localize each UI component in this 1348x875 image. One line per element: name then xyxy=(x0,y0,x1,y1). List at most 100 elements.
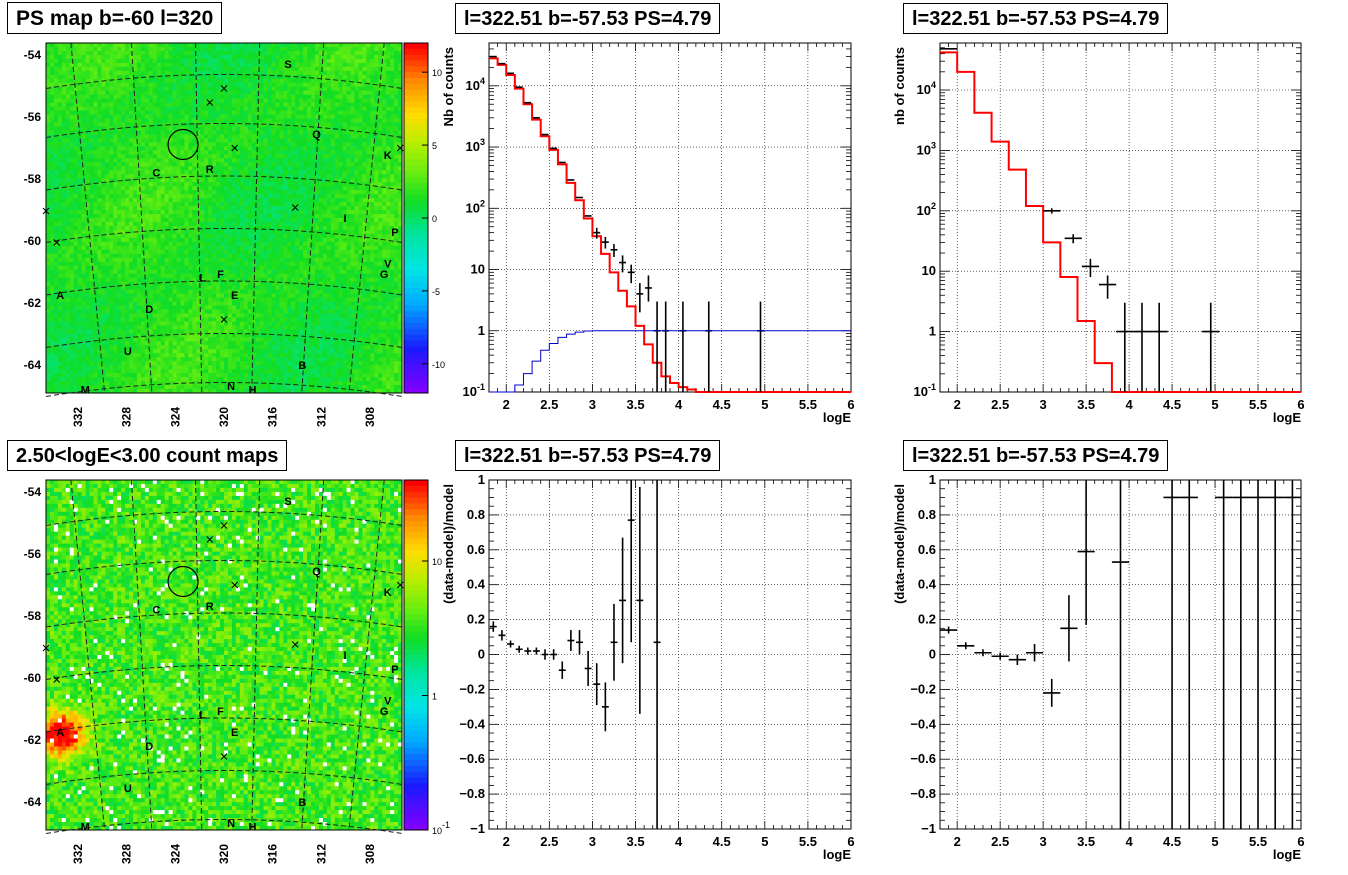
map-pixel xyxy=(93,186,98,191)
map-pixel xyxy=(267,46,272,52)
map-pixel xyxy=(283,102,288,108)
map-pixel xyxy=(89,94,94,100)
map-pixel xyxy=(196,62,201,68)
map-pixel xyxy=(172,98,177,104)
map-pixel xyxy=(311,54,316,60)
map-pixel xyxy=(184,174,189,179)
map-pixel xyxy=(259,186,264,191)
map-pixel xyxy=(192,245,197,251)
map-pixel xyxy=(53,98,59,104)
map-pixel xyxy=(224,261,229,267)
map-pixel xyxy=(338,178,344,183)
map-pixel xyxy=(168,46,173,52)
map-pixel xyxy=(299,146,304,151)
map-pixel xyxy=(113,78,118,84)
map-pixel xyxy=(188,66,193,72)
map-pixel xyxy=(136,154,142,159)
map-pixel xyxy=(350,210,355,215)
map-pixel xyxy=(168,62,173,68)
map-pixel xyxy=(247,170,253,175)
map-pixel xyxy=(216,138,221,143)
map-pixel xyxy=(275,218,280,223)
map-pixel xyxy=(200,233,205,239)
map-pixel xyxy=(105,78,110,84)
map-pixel xyxy=(204,253,209,259)
map-pixel xyxy=(326,102,332,108)
map-pixel xyxy=(77,202,82,207)
map-pixel xyxy=(117,206,122,211)
map-pixel xyxy=(180,166,185,171)
map-pixel xyxy=(200,110,205,115)
map-pixel xyxy=(101,214,106,219)
map-pixel xyxy=(271,241,276,247)
map-pixel xyxy=(398,182,403,187)
map-pixel xyxy=(386,174,391,179)
map-pixel xyxy=(358,241,363,247)
map-pixel xyxy=(109,218,114,223)
map-pixel xyxy=(370,174,375,179)
map-pixel xyxy=(398,253,403,259)
map-pixel xyxy=(180,94,185,100)
map-pixel xyxy=(378,46,383,52)
map-pixel xyxy=(354,138,359,143)
map-pixel xyxy=(350,162,355,167)
map-pixel xyxy=(259,253,264,259)
map-pixel xyxy=(374,233,379,239)
map-pixel xyxy=(334,58,340,64)
map-pixel xyxy=(89,110,94,115)
map-pixel xyxy=(89,253,94,259)
map-pixel xyxy=(77,233,82,239)
map-pixel xyxy=(144,90,150,96)
map-pixel xyxy=(224,54,229,60)
map-pixel xyxy=(322,158,328,163)
map-pixel xyxy=(69,166,75,171)
map-pixel xyxy=(113,90,118,96)
map-pixel xyxy=(311,130,316,135)
map-pixel xyxy=(386,229,391,235)
map-pixel xyxy=(140,50,146,56)
map-pixel xyxy=(81,90,86,96)
map-pixel xyxy=(160,54,166,60)
map-pixel xyxy=(196,253,201,259)
map-pixel xyxy=(275,154,280,159)
map-pixel xyxy=(77,166,82,171)
map-pixel xyxy=(390,126,395,131)
map-pixel xyxy=(322,154,328,159)
map-pixel xyxy=(81,78,86,84)
map-pixel xyxy=(49,221,55,227)
map-pixel xyxy=(307,74,312,80)
map-pixel xyxy=(73,170,79,175)
map-pixel xyxy=(172,245,177,251)
map-pixel xyxy=(89,206,94,211)
map-pixel xyxy=(326,206,332,211)
map-pixel xyxy=(136,182,142,187)
map-pixel xyxy=(251,62,257,68)
map-pixel xyxy=(255,66,260,72)
map-pixel xyxy=(53,162,59,167)
map-pixel xyxy=(136,218,142,223)
map-pixel xyxy=(231,118,237,123)
map-pixel xyxy=(370,78,375,84)
map-pixel xyxy=(374,142,379,147)
map-pixel xyxy=(109,54,114,60)
map-pixel xyxy=(85,210,90,215)
map-pixel xyxy=(291,162,296,167)
map-pixel xyxy=(85,150,90,155)
map-pixel xyxy=(326,218,332,223)
map-pixel xyxy=(73,70,79,76)
map-pixel xyxy=(69,158,75,163)
map-pixel xyxy=(164,50,170,56)
map-pixel xyxy=(129,46,134,52)
map-pixel xyxy=(220,86,225,92)
map-pixel xyxy=(314,225,320,231)
map-pixel xyxy=(390,190,395,195)
map-pixel xyxy=(326,90,332,96)
map-pixel xyxy=(370,202,375,207)
map-pixel xyxy=(121,142,126,147)
map-pixel xyxy=(354,94,359,100)
map-pixel xyxy=(113,114,118,119)
map-pixel xyxy=(358,237,363,243)
map-pixel xyxy=(303,229,308,235)
map-pixel xyxy=(136,146,142,151)
map-pixel xyxy=(49,194,55,199)
